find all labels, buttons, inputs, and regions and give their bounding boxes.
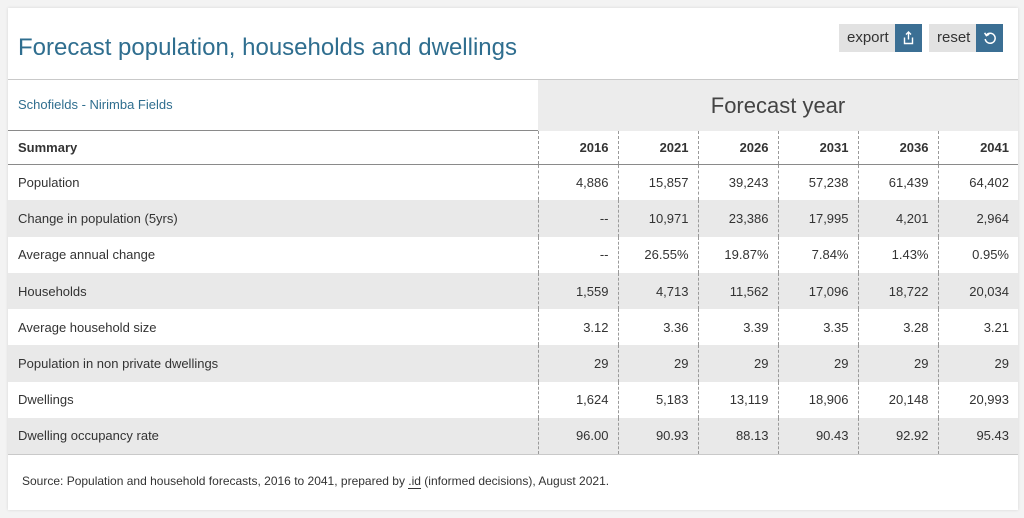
table-cell: 17,096 <box>777 272 858 310</box>
table-cell: 57,238 <box>777 164 858 201</box>
table-cell: 7.84% <box>777 236 858 273</box>
table-cell: 61,439 <box>857 164 938 201</box>
table-cell: 4,886 <box>537 164 618 201</box>
row-label: Average annual change <box>18 247 156 263</box>
table-cell: 88.13 <box>697 418 778 455</box>
column-header-year: 2036 <box>857 131 938 165</box>
id-link[interactable]: .id <box>408 474 421 489</box>
table-cell: 96.00 <box>537 418 618 455</box>
table-cell: 20,148 <box>857 381 938 419</box>
table-cell: 13,119 <box>697 381 778 419</box>
table-cell: 90.93 <box>617 418 698 455</box>
column-header-year: 2031 <box>777 131 858 165</box>
table-cell: 95.43 <box>937 418 1018 455</box>
source-suffix: (informed decisions), August 2021. <box>420 474 610 488</box>
table-cell: 3.35 <box>777 309 858 346</box>
table-cell: 10,971 <box>617 200 698 237</box>
table-cell: 64,402 <box>937 164 1018 201</box>
table-cell: 20,993 <box>937 381 1018 419</box>
table-cell: 3.36 <box>617 309 698 346</box>
table-row: Average household size 3.12 3.36 3.39 3.… <box>8 309 1018 346</box>
table-cell: 3.21 <box>937 309 1018 346</box>
table-row: Average annual change -- 26.55% 19.87% 7… <box>8 236 1018 273</box>
forecast-panel: Forecast population, households and dwel… <box>8 8 1018 510</box>
source-note: Source: Population and household forecas… <box>22 474 610 489</box>
table-cell: 15,857 <box>617 164 698 201</box>
forecast-year-heading: Forecast year <box>710 93 846 118</box>
table-header-row: Summary 2016 2021 2026 2031 2036 2041 <box>8 131 1018 165</box>
table-cell: -- <box>537 236 618 273</box>
table-cell: 29 <box>617 345 698 382</box>
table-row: Households 1,559 4,713 11,562 17,096 18,… <box>8 272 1018 310</box>
reset-button[interactable]: reset <box>929 24 1004 52</box>
column-header-year: 2021 <box>617 131 698 165</box>
row-label: Households <box>8 272 538 310</box>
row-label: Population in non private dwellings <box>8 345 538 382</box>
table-cell: 29 <box>697 345 778 382</box>
table-cell: 11,562 <box>697 272 778 310</box>
export-label: export <box>839 24 895 52</box>
table-cell: 3.39 <box>697 309 778 346</box>
row-label: Dwelling occupancy rate <box>8 418 538 455</box>
forecast-year-band: Forecast year <box>538 80 1018 131</box>
table-cell: 5,183 <box>617 381 698 419</box>
table-cell: 4,201 <box>857 200 938 237</box>
table-row: Change in population (5yrs) -- 10,971 23… <box>8 200 1018 237</box>
row-label: Population <box>18 174 80 190</box>
table-cell: 1,624 <box>537 381 618 419</box>
column-header-year: 2026 <box>697 131 778 165</box>
source-prefix: Source: Population and household forecas… <box>22 474 409 488</box>
table-row: Dwellings 1,624 5,183 13,119 18,906 20,1… <box>8 381 1018 419</box>
table-cell: 39,243 <box>697 164 778 201</box>
column-header-year: 2016 <box>537 131 618 165</box>
table-cell: 92.92 <box>857 418 938 455</box>
table-cell: 29 <box>857 345 938 382</box>
column-header-summary: Summary <box>8 131 538 165</box>
table-cell: 17,995 <box>777 200 858 237</box>
table-cell: 3.28 <box>857 309 938 346</box>
reset-label: reset <box>929 24 977 52</box>
table-cell: 18,906 <box>777 381 858 419</box>
table-cell: -- <box>537 200 618 237</box>
table-row: Dwelling occupancy rate 96.00 90.93 88.1… <box>8 418 1018 455</box>
table-cell: 26.55% <box>617 236 698 273</box>
table-cell: 1.43% <box>857 236 938 273</box>
table-cell: 18,722 <box>857 272 938 310</box>
page-title: Forecast population, households and dwel… <box>18 34 517 61</box>
panel-header: Forecast population, households and dwel… <box>8 8 1018 80</box>
column-header-year: 2041 <box>937 131 1018 165</box>
table-cell: 19.87% <box>697 236 778 273</box>
table-cell: 29 <box>937 345 1018 382</box>
table-cell: 29 <box>537 345 618 382</box>
table-cell: 4,713 <box>617 272 698 310</box>
export-button[interactable]: export <box>839 24 922 52</box>
table-cell: 20,034 <box>937 272 1018 310</box>
row-label: Change in population (5yrs) <box>8 200 538 237</box>
row-label: Dwellings <box>18 392 74 408</box>
table-cell: 29 <box>777 345 858 382</box>
area-name: Schofields - Nirimba Fields <box>18 97 173 112</box>
table-row: Population 4,886 15,857 39,243 57,238 61… <box>8 164 1018 201</box>
row-label: Average household size <box>18 319 157 335</box>
table-cell: 90.43 <box>777 418 858 455</box>
table-subheader: Schofields - Nirimba Fields Forecast yea… <box>8 80 1018 131</box>
table-cell: 2,964 <box>937 200 1018 237</box>
table-row: Population in non private dwellings 29 2… <box>8 345 1018 382</box>
share-icon <box>894 24 922 52</box>
table-cell: 1,559 <box>537 272 618 310</box>
table-cell: 0.95% <box>937 236 1018 273</box>
table-cell: 3.12 <box>537 309 618 346</box>
table-cell: 23,386 <box>697 200 778 237</box>
forecast-table: Summary 2016 2021 2026 2031 2036 2041 Po… <box>8 131 1018 455</box>
refresh-icon <box>976 24 1004 52</box>
